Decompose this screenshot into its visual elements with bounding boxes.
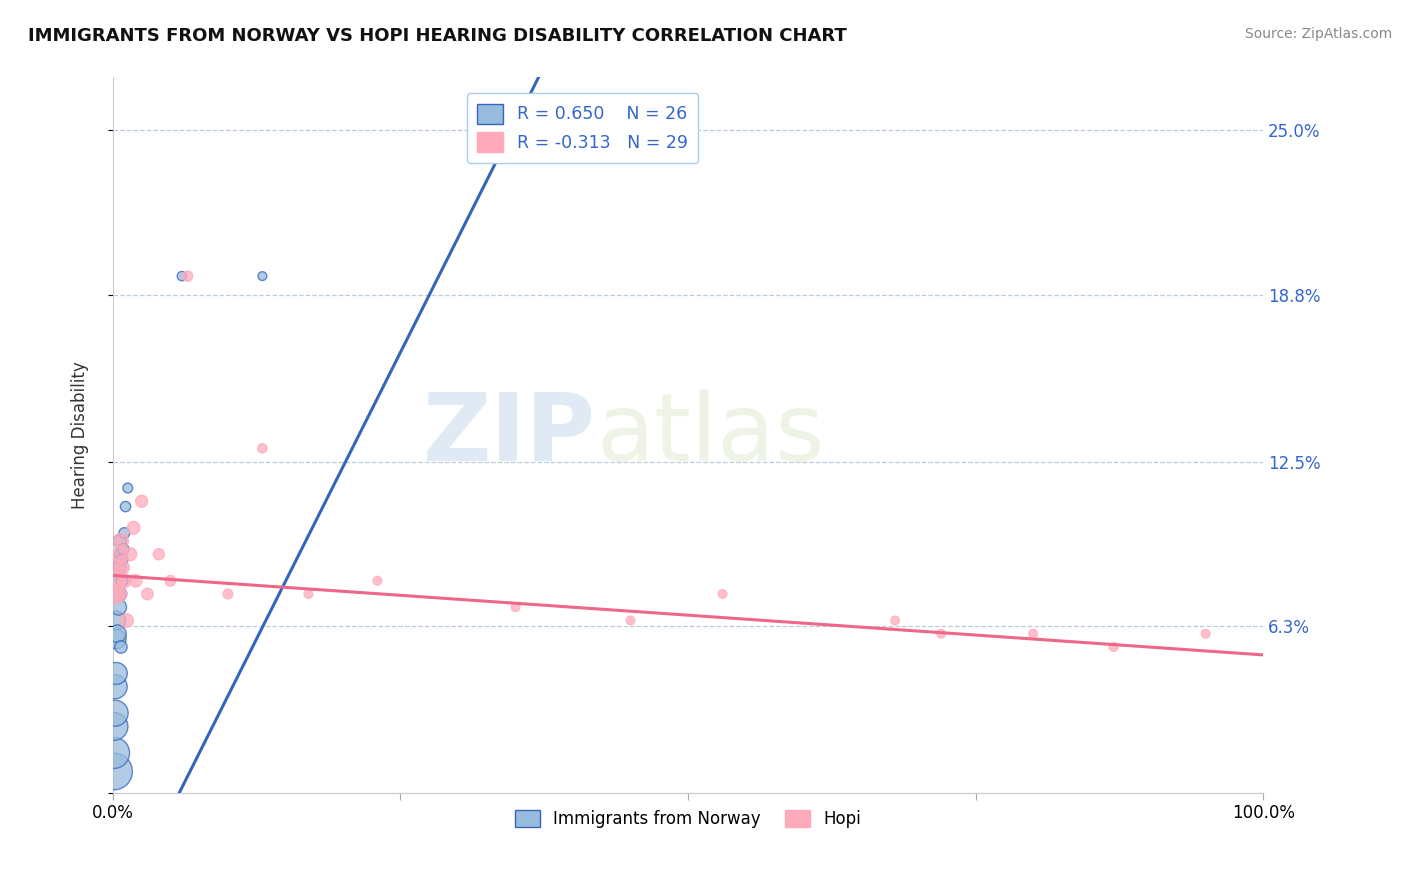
- Point: [619, 614, 641, 628]
- Point: [104, 706, 127, 721]
- Point: [103, 719, 125, 733]
- Point: [107, 587, 129, 601]
- Point: [1022, 626, 1045, 640]
- Point: [1195, 626, 1218, 640]
- Point: [105, 632, 128, 646]
- Point: [176, 269, 198, 284]
- Point: [136, 587, 159, 601]
- Point: [107, 626, 129, 640]
- Point: [110, 640, 132, 654]
- Point: [252, 442, 274, 456]
- Point: [112, 526, 135, 541]
- Legend: Immigrants from Norway, Hopi: Immigrants from Norway, Hopi: [508, 803, 869, 834]
- Point: [105, 574, 128, 588]
- Point: [107, 560, 129, 574]
- Point: [117, 481, 139, 495]
- Point: [159, 574, 181, 588]
- Point: [103, 746, 125, 760]
- Point: [114, 500, 136, 514]
- Point: [108, 534, 131, 549]
- Text: ZIP: ZIP: [423, 389, 596, 481]
- Point: [112, 541, 135, 556]
- Point: [366, 574, 388, 588]
- Point: [111, 560, 134, 574]
- Point: [108, 560, 131, 574]
- Point: [104, 680, 127, 694]
- Point: [1102, 640, 1125, 654]
- Point: [148, 547, 170, 561]
- Point: [111, 552, 134, 566]
- Point: [107, 587, 129, 601]
- Text: IMMIGRANTS FROM NORWAY VS HOPI HEARING DISABILITY CORRELATION CHART: IMMIGRANTS FROM NORWAY VS HOPI HEARING D…: [28, 27, 846, 45]
- Point: [103, 587, 125, 601]
- Point: [111, 574, 134, 588]
- Point: [252, 269, 274, 284]
- Point: [170, 269, 193, 284]
- Point: [107, 600, 129, 615]
- Point: [120, 547, 142, 561]
- Point: [122, 521, 145, 535]
- Point: [103, 764, 125, 779]
- Text: atlas: atlas: [596, 389, 824, 481]
- Point: [297, 587, 319, 601]
- Text: Source: ZipAtlas.com: Source: ZipAtlas.com: [1244, 27, 1392, 41]
- Point: [929, 626, 952, 640]
- Point: [108, 587, 131, 601]
- Point: [112, 574, 135, 588]
- Point: [217, 587, 239, 601]
- Point: [125, 574, 148, 588]
- Point: [711, 587, 734, 601]
- Point: [105, 614, 128, 628]
- Point: [107, 574, 129, 588]
- Point: [884, 614, 907, 628]
- Point: [131, 494, 153, 508]
- Point: [110, 547, 132, 561]
- Point: [108, 547, 131, 561]
- Point: [105, 666, 128, 681]
- Y-axis label: Hearing Disability: Hearing Disability: [72, 361, 89, 509]
- Point: [107, 560, 129, 574]
- Point: [505, 600, 527, 615]
- Point: [110, 534, 132, 549]
- Point: [115, 614, 138, 628]
